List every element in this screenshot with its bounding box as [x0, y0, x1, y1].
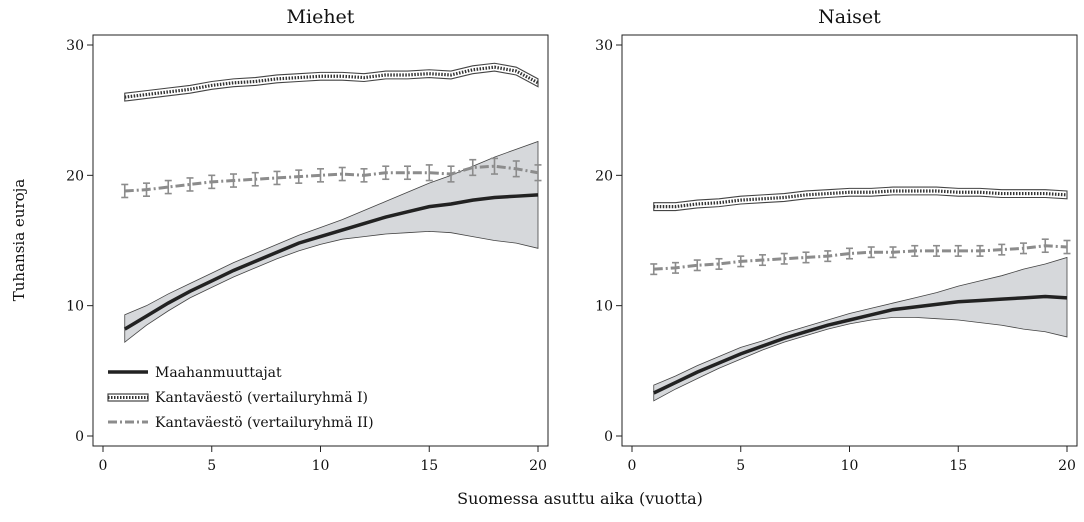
y-tick-label: 20 — [66, 168, 84, 184]
series-immigrants — [123, 193, 539, 331]
x-axis-label: Suomessa asuttu aika (vuotta) — [457, 489, 703, 508]
x-tick-label: 15 — [949, 458, 967, 474]
band-group1 — [653, 186, 1068, 212]
y-tick-label: 20 — [595, 168, 613, 184]
y-tick-label: 10 — [66, 299, 84, 315]
band-group1 — [124, 62, 539, 102]
y-tick-label: 0 — [604, 429, 613, 445]
band-immigrants — [653, 256, 1068, 402]
y-tick-label: 10 — [595, 299, 613, 315]
x-tick-label: 5 — [207, 458, 216, 474]
legend-item-group2: Kantaväestö (vertailuryhmä II) — [108, 415, 374, 431]
x-tick-label: 10 — [841, 458, 859, 474]
y-tick-label: 0 — [75, 429, 84, 445]
x-tick-label: 10 — [312, 458, 330, 474]
x-tick-label: 0 — [628, 458, 637, 474]
legend-box — [102, 358, 392, 436]
legend-item-group1: Kantaväestö (vertailuryhmä I) — [107, 390, 368, 406]
x-tick-label: 20 — [1058, 458, 1076, 474]
series-immigrants — [652, 294, 1068, 395]
series-group2 — [653, 244, 1068, 271]
x-tick-label: 20 — [529, 458, 547, 474]
panel-1: Miehet 0 10 20 30 0 5 10 15 20 — [66, 6, 549, 474]
y-tick-label: 30 — [66, 38, 84, 54]
x-tick-label: 0 — [99, 458, 108, 474]
legend-label-immigrants: Maahanmuuttajat — [155, 365, 282, 381]
panel-title: Naiset — [818, 6, 881, 28]
x-tick-label: 5 — [736, 458, 745, 474]
legend: Maahanmuuttajat Kantaväestö (vertailuryh… — [102, 358, 392, 436]
legend-label-group1: Kantaväestö (vertailuryhmä I) — [155, 390, 368, 406]
x-tick-label: 15 — [420, 458, 438, 474]
series-group1 — [124, 65, 539, 99]
legend-item-immigrants: Maahanmuuttajat — [108, 365, 282, 381]
panel-2: Naiset 0 10 20 30 0 5 10 15 20 — [595, 6, 1078, 474]
series-group1 — [653, 189, 1068, 209]
y-tick-label: 30 — [595, 38, 613, 54]
y-axis-label: Tuhansia euroja — [10, 179, 28, 302]
series-group2 — [124, 164, 539, 193]
panel-title: Miehet — [287, 6, 355, 28]
plot-frame — [621, 34, 1078, 447]
band-immigrants — [124, 140, 539, 343]
legend-label-group2: Kantaväestö (vertailuryhmä II) — [155, 415, 374, 431]
